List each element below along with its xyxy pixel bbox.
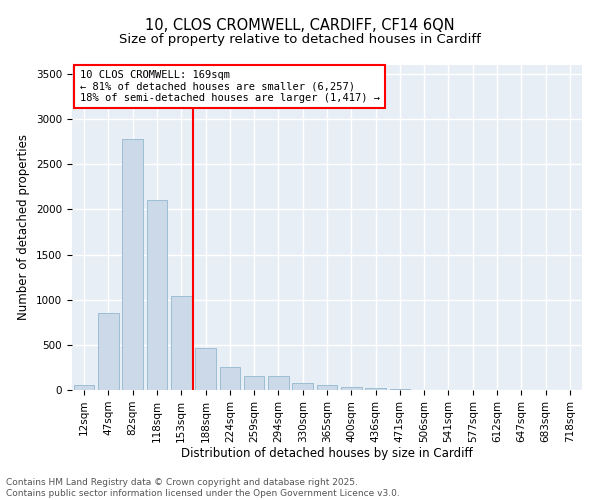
Bar xyxy=(244,376,265,390)
Text: Size of property relative to detached houses in Cardiff: Size of property relative to detached ho… xyxy=(119,32,481,46)
Bar xyxy=(220,368,240,390)
Bar xyxy=(365,388,386,390)
X-axis label: Distribution of detached houses by size in Cardiff: Distribution of detached houses by size … xyxy=(181,448,473,460)
Text: 10 CLOS CROMWELL: 169sqm
← 81% of detached houses are smaller (6,257)
18% of sem: 10 CLOS CROMWELL: 169sqm ← 81% of detach… xyxy=(80,70,380,103)
Text: Contains HM Land Registry data © Crown copyright and database right 2025.
Contai: Contains HM Land Registry data © Crown c… xyxy=(6,478,400,498)
Bar xyxy=(341,387,362,390)
Bar xyxy=(292,383,313,390)
Y-axis label: Number of detached properties: Number of detached properties xyxy=(17,134,31,320)
Bar xyxy=(317,384,337,390)
Bar xyxy=(74,384,94,390)
Bar xyxy=(389,389,410,390)
Bar xyxy=(171,296,191,390)
Bar xyxy=(268,376,289,390)
Bar xyxy=(195,348,216,390)
Bar xyxy=(122,139,143,390)
Bar xyxy=(146,200,167,390)
Text: 10, CLOS CROMWELL, CARDIFF, CF14 6QN: 10, CLOS CROMWELL, CARDIFF, CF14 6QN xyxy=(145,18,455,32)
Bar xyxy=(98,314,119,390)
